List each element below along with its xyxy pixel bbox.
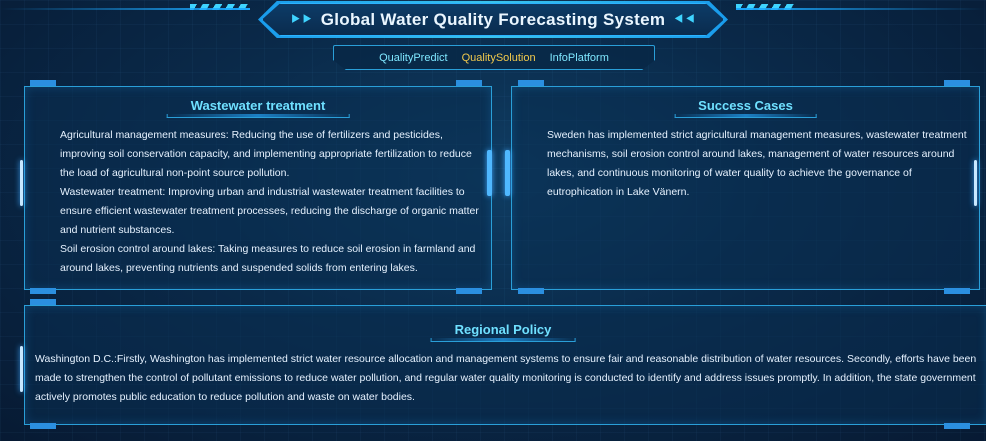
- nav-item-infoplatform[interactable]: InfoPlatform: [550, 52, 609, 64]
- corner-deco: [944, 80, 970, 86]
- page-title-text: Global Water Quality Forecasting System: [321, 10, 666, 30]
- header-line-right: [736, 8, 986, 10]
- corner-deco: [456, 80, 482, 86]
- policy-text: Washington D.C.:Firstly, Washington has …: [35, 350, 985, 407]
- side-tab: [974, 160, 977, 206]
- nav-item-qualitysolution[interactable]: QualitySolution: [462, 52, 536, 64]
- corner-deco: [30, 80, 56, 86]
- corner-deco: [944, 288, 970, 294]
- policy-title: Regional Policy: [431, 322, 576, 340]
- wastewater-paragraph: Soil erosion control around lakes: Takin…: [60, 240, 488, 278]
- wastewater-text: Agricultural management measures: Reduci…: [60, 126, 488, 278]
- success-title: Success Cases: [674, 98, 817, 116]
- policy-panel: Regional Policy Washington D.C.:Firstly,…: [24, 305, 986, 425]
- title-arrow-left-icon: ⯈⯈: [290, 11, 313, 28]
- corner-deco: [30, 288, 56, 294]
- page-title: ⯈⯈ Global Water Quality Forecasting Syst…: [262, 3, 724, 36]
- wastewater-paragraph: Wastewater treatment: Improving urban an…: [60, 183, 488, 240]
- side-tab: [20, 346, 23, 392]
- corner-deco: [518, 80, 544, 86]
- corner-deco: [456, 288, 482, 294]
- corner-deco: [518, 288, 544, 294]
- success-text: Sweden has implemented strict agricultur…: [547, 126, 972, 202]
- header-line-left: [0, 8, 250, 10]
- side-tab: [20, 160, 23, 206]
- success-panel: Success Cases Sweden has implemented str…: [511, 86, 980, 290]
- corner-deco: [30, 299, 56, 305]
- side-tab: [505, 150, 510, 196]
- corner-deco: [30, 423, 56, 429]
- corner-deco: [944, 423, 970, 429]
- nav-item-qualitypredict[interactable]: QualityPredict: [379, 52, 447, 64]
- side-tab: [487, 150, 492, 196]
- wastewater-paragraph: Agricultural management measures: Reduci…: [60, 126, 488, 183]
- wastewater-title: Wastewater treatment: [167, 98, 350, 116]
- title-arrow-right-icon: ⯇⯇: [673, 11, 696, 28]
- wastewater-panel: Wastewater treatment Agricultural manage…: [24, 86, 492, 290]
- top-nav: QualityPredict QualitySolution InfoPlatf…: [333, 45, 655, 70]
